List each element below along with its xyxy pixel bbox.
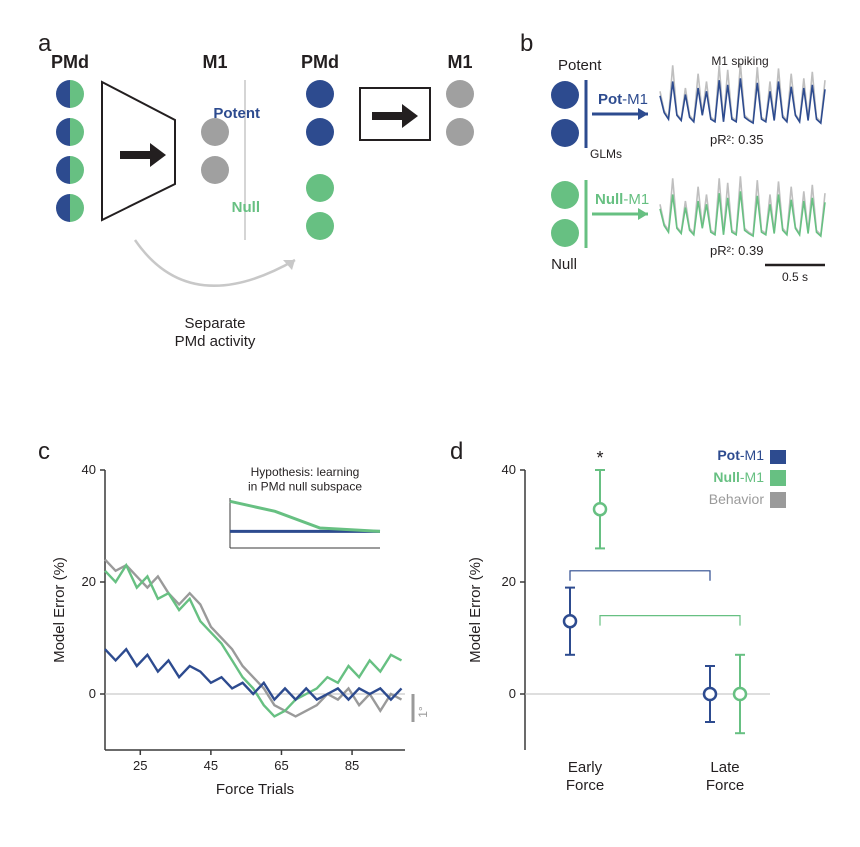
- svg-text:Pot-M1: Pot-M1: [598, 91, 648, 108]
- svg-text:PMd: PMd: [301, 52, 339, 72]
- svg-text:SeparatePMd activity: SeparatePMd activity: [175, 315, 256, 350]
- svg-text:Potent: Potent: [213, 105, 260, 122]
- svg-text:0: 0: [89, 686, 96, 701]
- svg-text:Model Error (%): Model Error (%): [467, 557, 484, 663]
- svg-text:45: 45: [204, 758, 218, 773]
- panel-d-chart: 0 20 40 Model Error (%) * EarlyForce LateForce…: [450, 450, 830, 830]
- svg-text:0: 0: [509, 686, 516, 701]
- svg-text:Behavior: Behavior: [709, 491, 765, 507]
- svg-text:40: 40: [502, 462, 516, 477]
- svg-text:GLMs: GLMs: [590, 147, 622, 161]
- panel-b-diagram: Potent Pot-M1 GLMs pR²: 0.35 M1 spiking Null-…: [540, 40, 840, 420]
- svg-text:pR²: 0.35: pR²: 0.35: [710, 132, 763, 147]
- panel-a-diagram: PMd M1 PMd M1 Potent Null SeparatePMd activity: [40, 40, 520, 420]
- svg-text:Null-M1: Null-M1: [595, 191, 649, 208]
- svg-text:40: 40: [82, 462, 96, 477]
- svg-text:Potent: Potent: [558, 57, 602, 74]
- svg-text:Null: Null: [551, 256, 577, 273]
- svg-text:M1: M1: [202, 52, 227, 72]
- svg-text:0.5 s: 0.5 s: [782, 270, 808, 284]
- svg-text:Null-M1: Null-M1: [713, 469, 764, 485]
- svg-text:Hypothesis: learningin PMd nul: Hypothesis: learningin PMd null subspace: [248, 465, 362, 493]
- svg-text:*: *: [596, 450, 603, 468]
- svg-text:20: 20: [502, 574, 516, 589]
- svg-text:Null: Null: [232, 199, 260, 216]
- panel-label-b: b: [520, 30, 533, 58]
- svg-text:Model Error (%): Model Error (%): [51, 557, 68, 663]
- svg-text:20: 20: [82, 574, 96, 589]
- panel-c-chart: 0 20 40 25 45 65 85 Model Error (%) Force Trials…: [40, 450, 430, 830]
- svg-text:M1: M1: [447, 52, 472, 72]
- svg-text:EarlyForce: EarlyForce: [566, 759, 604, 794]
- svg-text:Force Trials: Force Trials: [216, 781, 294, 798]
- svg-text:pR²: 0.39: pR²: 0.39: [710, 243, 763, 258]
- svg-text:M1 spiking: M1 spiking: [711, 54, 768, 68]
- svg-text:Pot-M1: Pot-M1: [717, 450, 764, 463]
- svg-text:1°: 1°: [416, 706, 430, 718]
- svg-text:PMd: PMd: [51, 52, 89, 72]
- svg-text:LateForce: LateForce: [706, 759, 744, 794]
- svg-text:25: 25: [133, 758, 147, 773]
- svg-text:85: 85: [345, 758, 359, 773]
- svg-text:65: 65: [274, 758, 288, 773]
